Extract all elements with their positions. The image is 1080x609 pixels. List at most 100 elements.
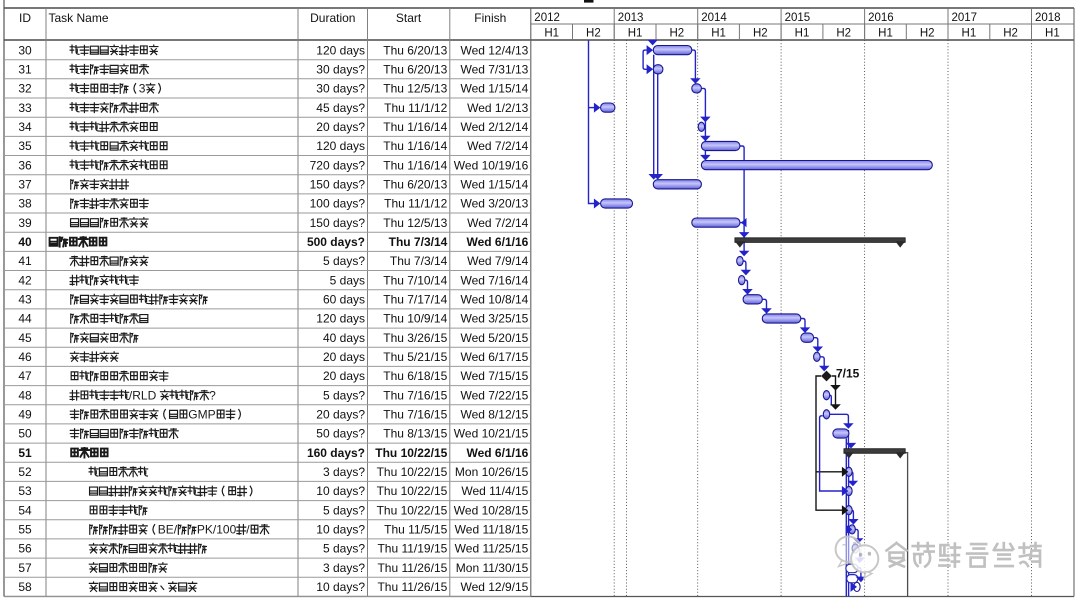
- svg-text:3 days?: 3 days?: [323, 561, 365, 575]
- svg-text:5 days: 5 days: [330, 273, 365, 287]
- svg-text:Wed 7/31/13: Wed 7/31/13: [460, 63, 528, 77]
- svg-text:150 days?: 150 days?: [310, 216, 366, 230]
- svg-text:Thu 3/26/15: Thu 3/26/15: [383, 331, 447, 345]
- svg-text:Thu 6/18/15: Thu 6/18/15: [383, 369, 447, 383]
- svg-text:Wed 12/9/15: Wed 12/9/15: [460, 580, 528, 594]
- svg-text:Wed 1/15/14: Wed 1/15/14: [460, 178, 528, 192]
- svg-text:42: 42: [18, 273, 32, 287]
- svg-text:Thu 10/22/15: Thu 10/22/15: [375, 446, 447, 460]
- svg-text:Thu 8/13/15: Thu 8/13/15: [383, 427, 447, 441]
- svg-text:2016: 2016: [868, 12, 894, 24]
- svg-text:100 days?: 100 days?: [310, 197, 366, 211]
- svg-text:Thu 11/1/12: Thu 11/1/12: [384, 197, 447, 211]
- svg-text:40 days: 40 days: [323, 331, 365, 345]
- svg-text:Duration: Duration: [310, 11, 355, 25]
- svg-text:Wed 10/28/15: Wed 10/28/15: [454, 503, 529, 517]
- svg-text:30 days?: 30 days?: [316, 82, 365, 96]
- svg-text:720 days?: 720 days?: [310, 158, 366, 172]
- svg-text:55: 55: [18, 523, 32, 537]
- svg-text:47: 47: [18, 369, 32, 383]
- svg-text:Thu 7/10/14: Thu 7/10/14: [383, 273, 447, 287]
- svg-text:120 days: 120 days: [316, 43, 365, 57]
- svg-text:H2: H2: [586, 28, 601, 40]
- svg-text:Thu 7/16/15: Thu 7/16/15: [383, 388, 447, 402]
- svg-text:35: 35: [18, 139, 32, 153]
- svg-text:49: 49: [18, 408, 32, 422]
- svg-text:Thu 11/5/15: Thu 11/5/15: [384, 523, 447, 537]
- svg-text:5 days?: 5 days?: [323, 254, 365, 268]
- svg-text:/: /: [246, 523, 250, 537]
- svg-text:H1: H1: [962, 28, 977, 40]
- svg-text:10 days?: 10 days?: [316, 523, 365, 537]
- svg-text:2013: 2013: [618, 12, 644, 24]
- svg-text:37: 37: [18, 178, 32, 192]
- svg-text:Wed 10/8/14: Wed 10/8/14: [460, 293, 528, 307]
- svg-text:Wed 6/17/15: Wed 6/17/15: [460, 350, 528, 364]
- svg-text:46: 46: [18, 350, 32, 364]
- svg-text:H1: H1: [795, 28, 810, 40]
- svg-text:500 days?: 500 days?: [307, 235, 365, 249]
- svg-text:Thu 1/16/14: Thu 1/16/14: [383, 139, 447, 153]
- svg-text:43: 43: [18, 293, 32, 307]
- svg-text:Wed 11/4/15: Wed 11/4/15: [461, 484, 528, 498]
- svg-text:150 days?: 150 days?: [310, 178, 366, 192]
- svg-text:Wed 6/1/16: Wed 6/1/16: [466, 446, 528, 460]
- svg-text:Wed 12/4/13: Wed 12/4/13: [460, 43, 528, 57]
- svg-text:2014: 2014: [701, 12, 727, 24]
- svg-text:Wed 7/2/14: Wed 7/2/14: [467, 216, 528, 230]
- svg-text:Wed 6/1/16: Wed 6/1/16: [466, 235, 528, 249]
- svg-text:Thu 6/20/13: Thu 6/20/13: [383, 178, 447, 192]
- svg-text:Wed 3/25/15: Wed 3/25/15: [460, 312, 528, 326]
- svg-text:Thu 6/20/13: Thu 6/20/13: [383, 63, 447, 77]
- svg-text:GMP: GMP: [188, 408, 215, 422]
- svg-text:53: 53: [18, 484, 32, 498]
- svg-text:Thu 6/20/13: Thu 6/20/13: [383, 43, 447, 57]
- svg-text:Wed 10/21/15: Wed 10/21/15: [454, 427, 529, 441]
- svg-text:2012: 2012: [534, 12, 560, 24]
- svg-text:52: 52: [18, 465, 32, 479]
- svg-text:H1: H1: [711, 28, 726, 40]
- svg-text:Thu 11/26/15: Thu 11/26/15: [377, 580, 447, 594]
- svg-text:H1: H1: [1045, 28, 1060, 40]
- svg-text:ID: ID: [19, 11, 31, 25]
- svg-text:Thu 10/22/15: Thu 10/22/15: [377, 503, 448, 517]
- svg-text:H2: H2: [1003, 28, 1018, 40]
- svg-text:Thu 12/5/13: Thu 12/5/13: [383, 216, 447, 230]
- svg-text:33: 33: [18, 101, 32, 115]
- svg-text:50 days?: 50 days?: [316, 427, 365, 441]
- svg-text:51: 51: [18, 446, 32, 460]
- svg-text:31: 31: [18, 63, 32, 77]
- svg-text:Thu 12/5/13: Thu 12/5/13: [383, 82, 447, 96]
- svg-text:Thu 5/21/15: Thu 5/21/15: [383, 350, 447, 364]
- svg-text:3: 3: [139, 82, 146, 96]
- svg-text:Wed 5/20/15: Wed 5/20/15: [460, 331, 528, 345]
- svg-text:Finish: Finish: [474, 11, 506, 25]
- svg-text:Wed 7/9/14: Wed 7/9/14: [467, 254, 528, 268]
- svg-text:45: 45: [18, 331, 32, 345]
- svg-text:Wed 2/12/14: Wed 2/12/14: [460, 120, 528, 134]
- svg-text:H2: H2: [836, 28, 851, 40]
- svg-text:39: 39: [18, 216, 32, 230]
- svg-text:Wed 11/18/15: Wed 11/18/15: [455, 523, 529, 537]
- svg-text:H2: H2: [669, 28, 684, 40]
- svg-text:/RLD: /RLD: [129, 388, 157, 402]
- svg-text:7/15: 7/15: [836, 366, 860, 380]
- svg-text:10 days?: 10 days?: [316, 580, 365, 594]
- svg-text:30: 30: [18, 43, 32, 57]
- svg-text:Wed 1/2/13: Wed 1/2/13: [467, 101, 528, 115]
- svg-text:Task Name: Task Name: [49, 11, 109, 25]
- svg-text:Wed 7/15/15: Wed 7/15/15: [460, 369, 528, 383]
- svg-text:2015: 2015: [785, 12, 811, 24]
- svg-text:44: 44: [18, 312, 32, 326]
- svg-text:PK/100: PK/100: [197, 523, 237, 537]
- svg-text:56: 56: [18, 542, 32, 556]
- svg-text:H2: H2: [920, 28, 935, 40]
- svg-text:Thu 7/3/14: Thu 7/3/14: [389, 235, 448, 249]
- svg-text:Thu 7/16/15: Thu 7/16/15: [383, 408, 447, 422]
- svg-text:Wed 7/22/15: Wed 7/22/15: [460, 388, 528, 402]
- svg-text:2017: 2017: [952, 12, 978, 24]
- svg-text:45 days?: 45 days?: [316, 101, 365, 115]
- svg-text:2018: 2018: [1035, 12, 1061, 24]
- svg-text:Thu 10/22/15: Thu 10/22/15: [377, 465, 448, 479]
- svg-text:20 days?: 20 days?: [316, 408, 365, 422]
